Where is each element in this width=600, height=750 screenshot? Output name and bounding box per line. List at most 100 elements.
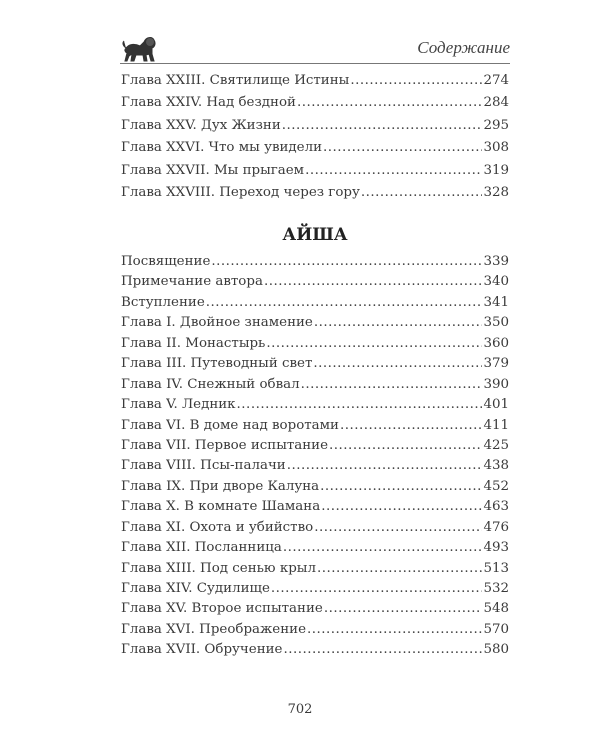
leader-dots [297,95,482,110]
leader-dots [323,140,482,155]
toc-entry-title: Глава XXV. Дух Жизни [121,117,281,133]
toc-entry-title: Глава IV. Снежный обвал [121,376,300,392]
toc-entry-page: 548 [483,601,509,617]
toc-entry-page: 463 [483,499,509,515]
toc-entry-page: 390 [483,376,509,392]
toc-entry-title: Примечание автора [121,274,263,290]
toc-entry-page: 401 [483,397,509,413]
leader-dots [350,73,482,88]
leader-dots [283,540,483,555]
toc-list-part1: Глава XXIII. Святилище Истины274Глава XX… [121,73,509,207]
leader-dots [324,601,483,616]
running-header: Содержание [120,37,510,64]
toc-entry-title: Глава VII. Первое испытание [121,437,329,453]
toc-entry: Глава II. Монастырь 360 [121,336,509,356]
toc-entry: Глава VI. В доме над воротами 411 [121,418,509,438]
toc-entry-page: 570 [483,621,509,637]
leader-dots [321,499,482,514]
toc-entry: Глава XXVIII. Переход через гору 328 [121,185,509,207]
toc-entry: Глава III. Путеводный свет 379 [121,356,509,376]
toc-entry-page: 295 [483,117,509,133]
leader-dots [211,254,482,269]
toc-entry-page: 340 [483,274,509,290]
toc-entry: Глава XV. Второе испытание 548 [121,601,509,621]
leader-dots [313,356,482,371]
toc-entry: Глава XIV. Судилище 532 [121,581,509,601]
toc-entry: Вступление 341 [121,295,509,315]
toc-entry: Глава VIII. Псы-палачи 438 [121,458,509,478]
toc-entry-page: 452 [483,478,509,494]
leader-dots [361,185,483,200]
toc-entry-page: 350 [483,315,509,331]
toc-entry-page: 328 [483,184,509,200]
toc-entry-title: Посвящение [121,254,211,269]
toc-entry-title: Глава XII. Посланница [121,540,282,556]
toc-entry-title: Глава XIII. Под сенью крыл [121,560,316,576]
leader-dots [271,581,483,596]
header-title: Содержание [417,38,510,57]
toc-entry-title: Глава XXVIII. Переход через гору [121,184,360,200]
toc-entry-page: 274 [483,73,509,88]
toc-entry-title: Глава XV. Второе испытание [121,601,323,617]
toc-entry-page: 308 [483,140,509,156]
leader-dots [317,561,482,576]
toc-entry: Глава XI. Охота и убийство 476 [121,520,509,540]
toc-entry-page: 339 [483,254,509,269]
toc-entry: Глава I. Двойное знамение 350 [121,315,509,335]
leader-dots [206,295,483,310]
toc-entry-title: Глава III. Путеводный свет [121,356,313,372]
toc-entry-title: Глава VI. В доме над воротами [121,417,339,433]
leader-dots [264,274,483,289]
toc-entry-title: Глава XIV. Судилище [121,581,270,596]
toc-entry-title: Глава VIII. Псы-палачи [121,458,286,474]
toc-entry: Глава V. Ледник 401 [121,397,509,417]
toc-entry: Глава XVI. Преображение 570 [121,622,509,642]
leader-dots [301,377,483,392]
toc-entry-page: 341 [483,294,509,310]
leader-dots [305,163,482,178]
page-number: 702 [287,702,313,717]
leader-dots [283,642,482,657]
toc-list-part2: Посвящение 339 Примечание автора 340 Вступле… [121,254,509,663]
toc-entry: Глава VII. Первое испытание 425 [121,438,509,458]
leader-dots [314,315,483,330]
toc-entry: Примечание автора 340 [121,274,509,294]
toc-entry-page: 476 [483,519,509,535]
toc-entry: Глава XXIII. Святилище Истины 274 [121,73,509,95]
toc-entry-title: Глава XVII. Обручение [121,642,283,658]
toc-entry-title: Глава XXVII. Мы прыгаем [121,162,305,178]
leader-dots [329,438,482,453]
toc-entry-title: Глава XXIV. Над бездной [121,95,296,111]
toc-entry: Глава IV. Снежный обвал 390 [121,377,509,397]
leader-dots [320,479,482,494]
toc-entry: Глава XIII. Под сенью крыл 513 [121,561,509,581]
toc-entry-title: Глава XXVI. Что мы увидели [121,140,323,156]
section-title: АЙША [282,225,348,245]
leader-dots [307,622,482,637]
toc-entry-title: Глава XVI. Преображение [121,621,307,637]
toc-entry: Глава IX. При дворе Калуна 452 [121,479,509,499]
toc-entry: Глава XXVII. Мы прыгаем 319 [121,163,509,185]
toc-entry: Глава XXVI. Что мы увидели 308 [121,140,509,162]
toc-entry-title: Глава XI. Охота и убийство [121,519,314,535]
leader-dots [314,520,482,535]
leader-dots [287,458,483,473]
toc-entry-page: 319 [483,162,509,178]
leader-dots [340,418,482,433]
leader-dots [282,118,483,133]
toc-entry: Посвящение 339 [121,254,509,274]
leader-dots [237,397,483,412]
toc-entry: Глава XVII. Обручение 580 [121,642,509,662]
lion-logo-icon [122,37,156,62]
toc-entry: Глава X. В комнате Шамана 463 [121,499,509,519]
toc-entry-page: 411 [483,417,509,433]
toc-entry-title: Глава I. Двойное знамение [121,315,313,331]
toc-entry-title: Глава IX. При дворе Калуна [121,478,320,494]
toc-entry-page: 532 [483,581,509,596]
toc-entry-title: Глава XXIII. Святилище Истины [121,73,350,88]
toc-entry-title: Глава II. Монастырь [121,335,266,351]
toc-entry: Глава XXV. Дух Жизни 295 [121,118,509,140]
toc-entry-page: 493 [483,540,509,556]
toc-entry-title: Глава X. В комнате Шамана [121,499,321,515]
toc-entry: Глава XXIV. Над бездной 284 [121,95,509,117]
